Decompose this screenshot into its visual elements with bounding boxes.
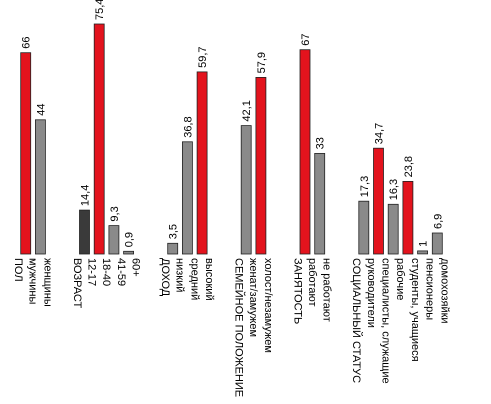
category-label: высокий [203,258,215,301]
category-label: 41-59 [115,258,127,286]
value-label: 1 [418,241,430,247]
category-label: 18-40 [100,258,112,286]
bar [431,232,443,255]
group-label: СЕМЕЙНОЕ ПОЛОЖЕНИЕ [233,258,246,397]
category-label: мужчины [27,258,39,304]
category-label: 60+ [130,258,142,277]
value-label: 17,3 [359,176,371,197]
bar [35,119,46,255]
bar [20,52,32,255]
value-label: 9,3 [109,206,121,221]
category-label: работают [306,258,318,307]
value-label: 44 [35,104,47,116]
bars-layer [20,23,443,255]
value-label: 66 [21,36,33,48]
value-label: 59,7 [197,46,209,67]
value-label: 23,8 [403,156,415,177]
value-label: 57,9 [256,52,268,73]
category-label: студенты, учащиеся [409,258,421,362]
value-label: 3,5 [168,224,180,239]
category-label: специалисты, служащие [380,258,392,384]
bar [255,77,267,255]
bar [387,203,399,255]
category-label: средний [188,258,200,300]
category-labels-layer: ПОЛ мужчины женщины ВОЗРАСТ 12-17 18-40 41-59 6… [12,258,450,397]
value-label: 16,3 [388,179,400,200]
value-label: 42,1 [241,100,253,121]
bar [373,147,384,255]
category-label: рабочие [394,258,406,300]
bar [402,180,414,255]
category-label: пенсионеры [424,258,436,320]
group-label: ПОЛ [12,258,24,282]
bar [358,200,370,255]
value-label: 6,9 [432,214,444,229]
bar [299,49,311,255]
category-label: 12-17 [86,258,98,286]
value-label: 33 [315,137,327,149]
value-label: 67 [300,33,312,45]
group-label: СОЦИАЛЬНЫЙ СТАТУС [350,258,363,383]
bar [417,250,429,255]
bar [167,242,179,255]
bar [196,71,208,255]
value-label: 0,9 [124,232,136,247]
bar [93,23,105,255]
bar [240,125,252,255]
bar [181,141,193,255]
group-label: ДОХОД [159,258,171,297]
bar [108,225,120,255]
bar [314,152,326,255]
category-label: низкий [174,258,186,292]
value-label: 34,7 [374,123,386,144]
value-label: 36,8 [182,116,194,137]
category-label: не работают [321,258,333,322]
value-labels-layer: 66 44 14,4 75,4 9,30,9 3,5 36,8 59,7 42,1 57,9 67 3… [21,0,445,247]
category-label: домохозяйки [438,258,450,324]
category-label: руководители [365,258,377,328]
value-label: 14,4 [80,185,92,206]
value-label: 75,4 [94,0,106,20]
bar [79,209,90,255]
category-label: женщины [41,258,53,307]
category-label: холост/незамужем [262,258,274,353]
bar [123,250,134,255]
group-label: ВОЗРАСТ [71,258,83,308]
category-label: женат/замужем [247,258,259,337]
group-label: ЗАНЯТОСТЬ [291,258,303,324]
